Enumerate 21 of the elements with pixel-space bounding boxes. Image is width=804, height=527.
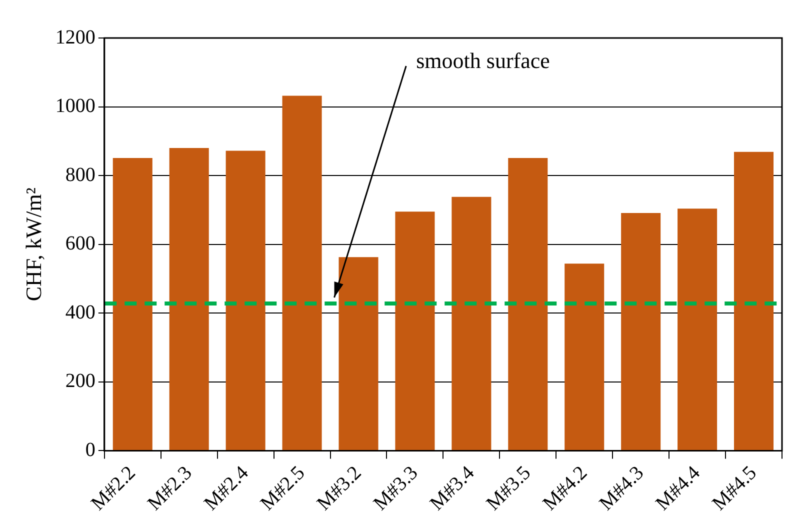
bar: [678, 208, 718, 450]
y-tick-label: 1000: [55, 95, 96, 118]
ref-line-label: smooth surface: [416, 48, 550, 73]
y-tick-label: 600: [65, 232, 96, 255]
bar: [338, 257, 378, 450]
bar: [734, 152, 774, 450]
bar: [395, 212, 435, 450]
y-tick-label: 800: [65, 164, 96, 186]
bar: [169, 148, 209, 450]
y-tick-label: 1200: [55, 26, 96, 48]
bar: [452, 196, 492, 450]
y-tick-label: 200: [65, 370, 96, 392]
bar: [508, 158, 548, 450]
bar: [282, 96, 322, 450]
bar: [112, 158, 152, 450]
y-tick-label: 400: [65, 301, 96, 324]
y-axis-title: CHF, kW/m²: [20, 187, 46, 302]
y-tick-label: 0: [85, 438, 96, 461]
bar: [621, 213, 661, 450]
bar: [564, 264, 604, 450]
bar: [226, 150, 266, 450]
